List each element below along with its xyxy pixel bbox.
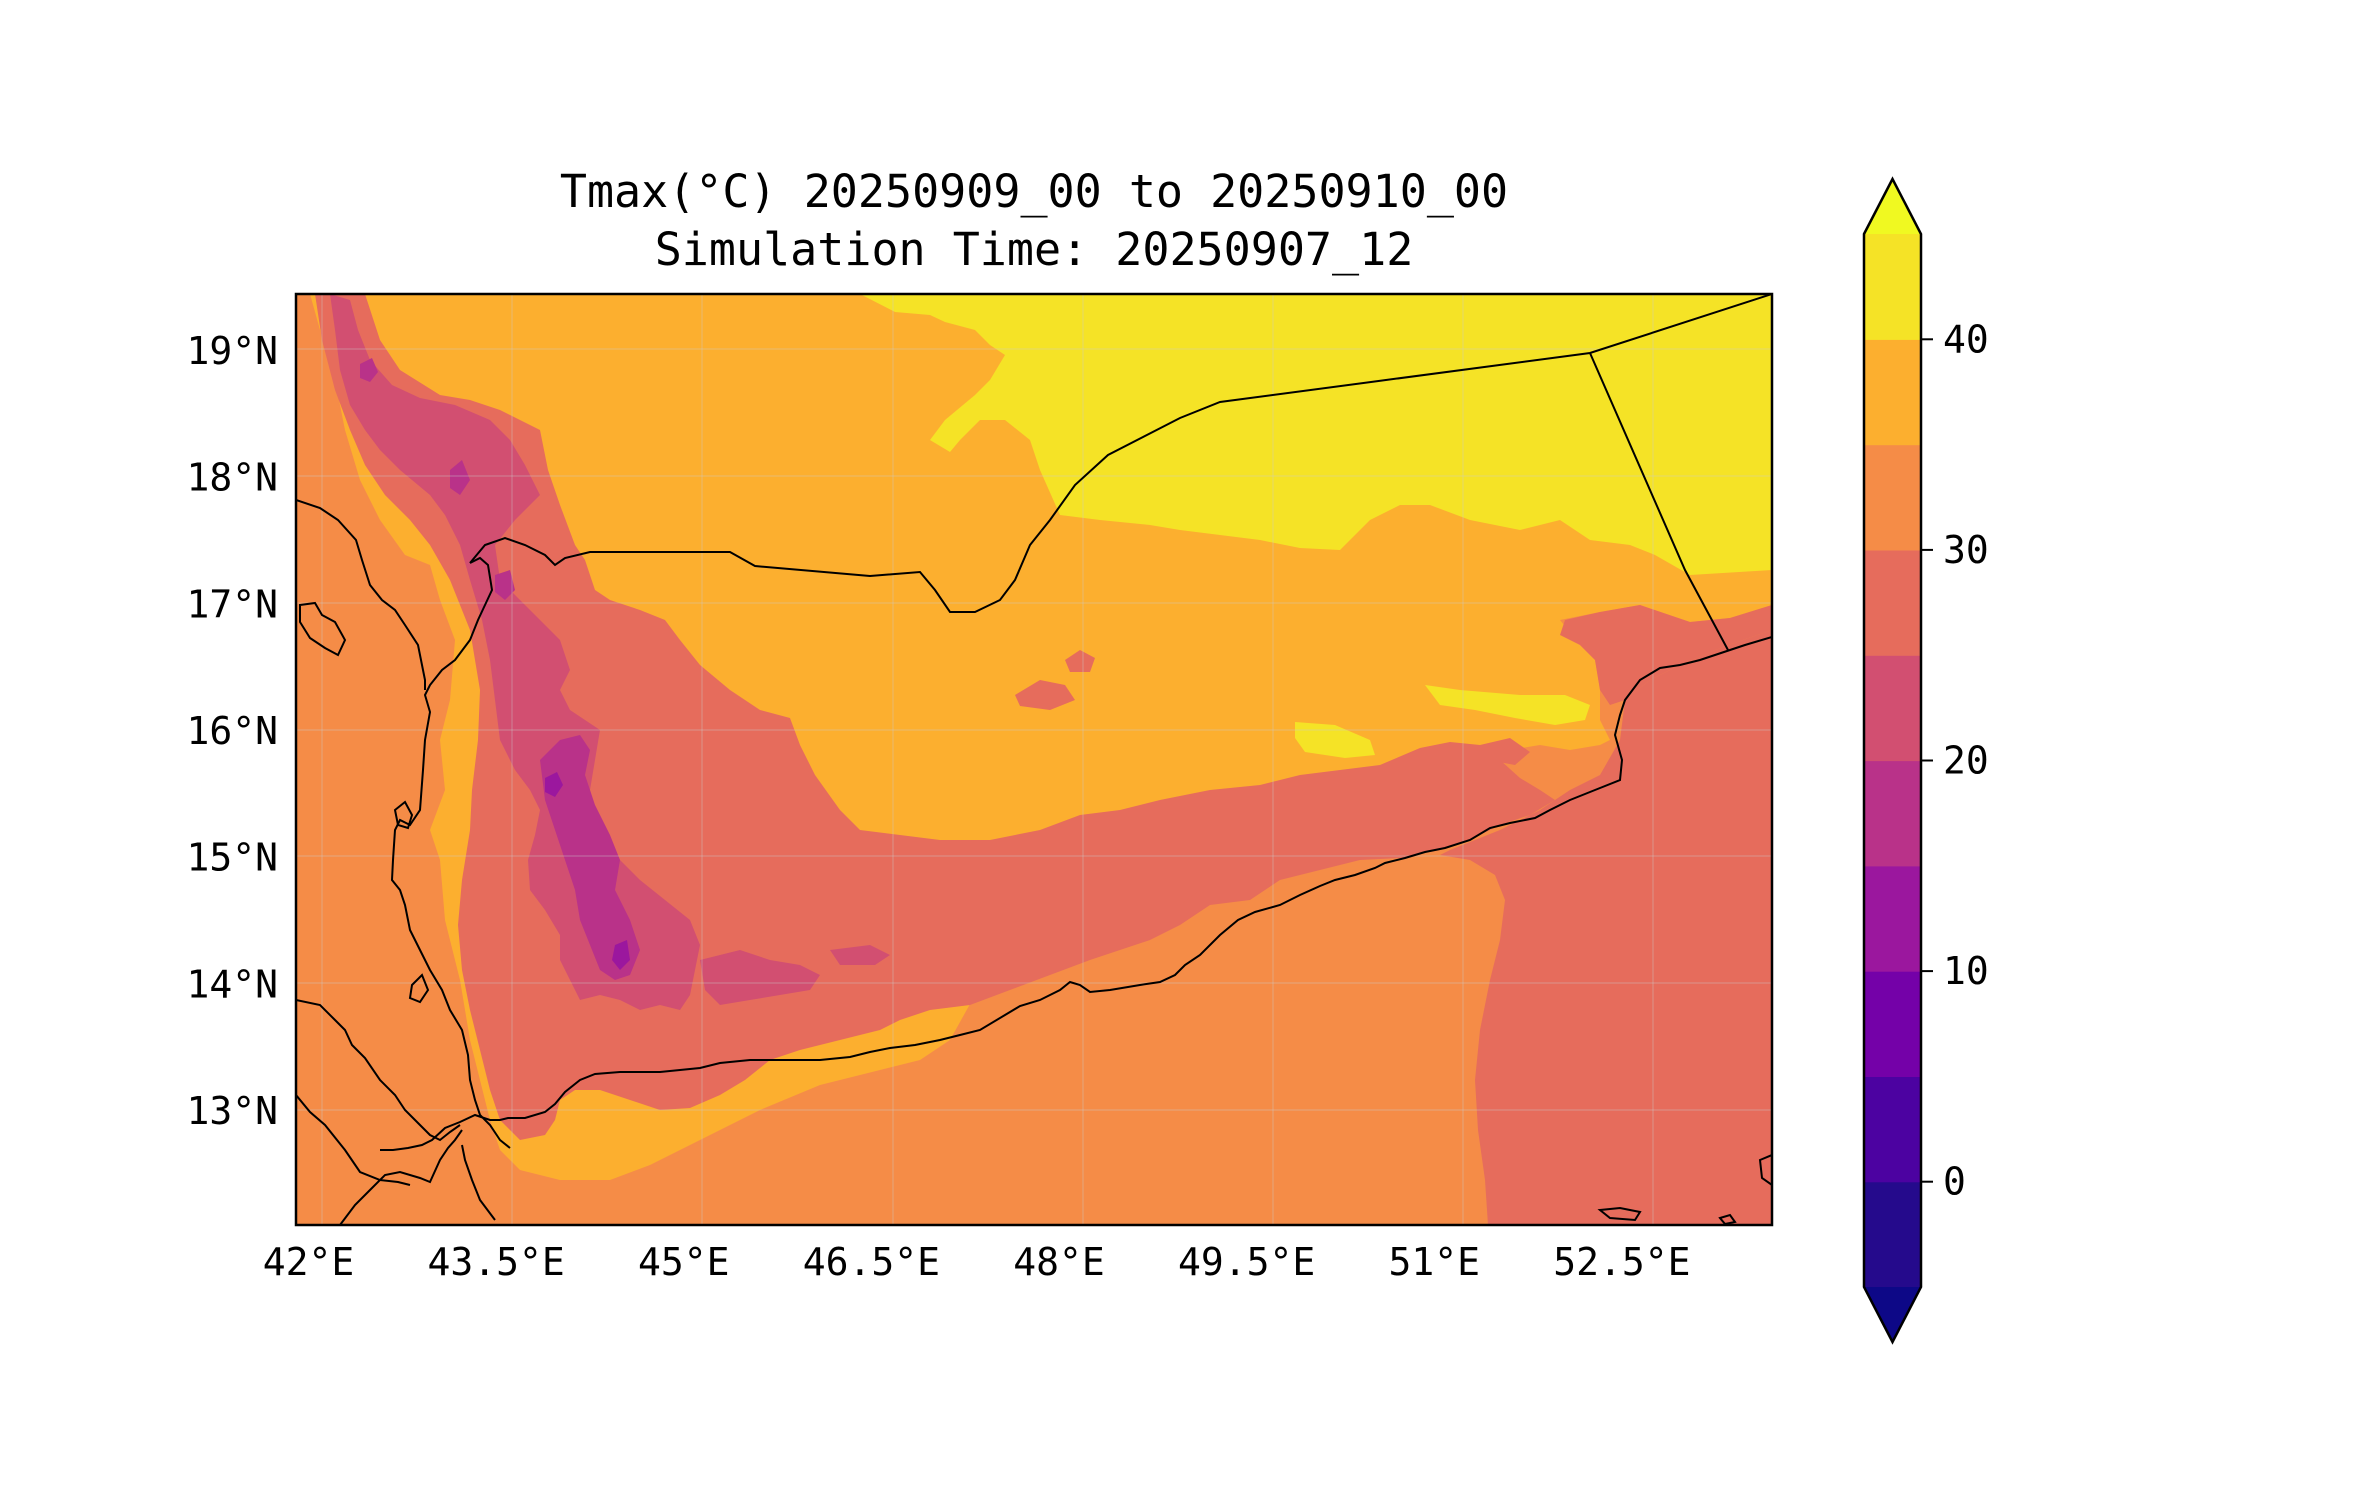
eritrea-coastline <box>296 499 426 690</box>
lat-tick-label: 19°N <box>186 329 278 373</box>
yemen-oman-border <box>1589 352 1729 651</box>
djibouti-coastline <box>296 999 461 1142</box>
colorbar-segment <box>1864 1076 1921 1183</box>
field-30-35 <box>296 294 1772 1225</box>
lon-tick-label: 43.5°E <box>427 1240 564 1284</box>
lon-tick-label: 45°E <box>638 1240 730 1284</box>
map-subtitle: Simulation Time: 20250907_12 <box>654 223 1414 276</box>
field-25-30-interior <box>1015 650 1530 765</box>
lat-tick-label: 17°N <box>186 582 278 626</box>
lat-tick-label: 16°N <box>186 709 278 753</box>
island <box>393 800 414 830</box>
island <box>1597 1206 1642 1222</box>
djibouti-border-2 <box>339 1129 463 1225</box>
colorbar-tick-label: 0 <box>1943 1160 1966 1204</box>
lon-tick-label: 51°E <box>1389 1240 1481 1284</box>
western-coastline <box>390 556 511 1149</box>
lat-tick-label: 14°N <box>186 962 278 1006</box>
map-title: Tmax(°C) 20250909_00 to 20250910_00 <box>559 165 1509 218</box>
lon-tick-label: 52.5°E <box>1553 1240 1690 1284</box>
southern-coastline <box>380 636 1772 1151</box>
field-40-45-patch <box>1425 685 1590 725</box>
latitude-axis: 19°N 18°N 17°N 16°N 15°N 14°N 13°N <box>186 329 278 1133</box>
field-20-25-3 <box>830 945 890 965</box>
field-25-30-coast <box>1560 605 1772 705</box>
lon-tick-label: 48°E <box>1013 1240 1105 1284</box>
field-10-15 <box>545 772 630 970</box>
colorbar-segment <box>1864 655 1921 762</box>
lon-tick-label: 49.5°E <box>1178 1240 1315 1284</box>
island <box>1718 1213 1737 1225</box>
colorbar-segment <box>1864 865 1921 972</box>
lat-tick-label: 13°N <box>186 1089 278 1133</box>
field-25-30-highlands-2 <box>1090 868 1200 905</box>
island <box>408 973 430 1004</box>
colorbar-outline <box>1862 176 1923 1345</box>
colorbar: 0 10 20 30 40 <box>1862 176 1989 1345</box>
colorbar-extend-min <box>1864 1287 1921 1342</box>
lat-tick-label: 15°N <box>186 836 278 880</box>
map-area <box>296 294 1772 1225</box>
colorbar-tick-label: 40 <box>1943 317 1989 361</box>
colorbar-segment <box>1864 444 1921 551</box>
djibouti-border <box>296 1094 411 1186</box>
colorbar-segment <box>1864 760 1921 867</box>
colorbar-segment <box>1864 549 1921 656</box>
island <box>299 601 347 657</box>
lon-tick-label: 46.5°E <box>803 1240 940 1284</box>
longitude-axis: 42°E 43.5°E 45°E 46.5°E 48°E 49.5°E 51°E 52.5°E <box>263 1240 1691 1284</box>
colorbar-tick-label: 10 <box>1943 949 1989 993</box>
colorbar-tick-label: 30 <box>1943 528 1989 572</box>
colorbar-segment <box>1864 971 1921 1077</box>
saudi-yemen-border <box>469 294 1772 613</box>
colorbar-tick-label: 20 <box>1943 739 1989 783</box>
colorbar-segment <box>1864 339 1921 446</box>
coastline-borders <box>296 294 1772 1225</box>
field-25-30-sea <box>1440 630 1772 1225</box>
gridlines <box>296 294 1772 1225</box>
colorbar-extend-max <box>1864 179 1921 234</box>
field-20-25-2 <box>700 950 820 1005</box>
field-20-25 <box>330 294 700 1010</box>
field-15-20 <box>360 358 640 980</box>
colorbar-segment <box>1864 234 1921 340</box>
lat-tick-label: 18°N <box>186 456 278 500</box>
colorbar-segment <box>1864 1181 1921 1288</box>
field-40-45-desert <box>860 294 1772 575</box>
field-40-45-patch <box>1295 722 1375 758</box>
somalia-border <box>461 1144 496 1221</box>
lon-tick-label: 42°E <box>263 1240 355 1284</box>
island <box>1758 1153 1772 1187</box>
map-frame <box>294 292 1774 1227</box>
